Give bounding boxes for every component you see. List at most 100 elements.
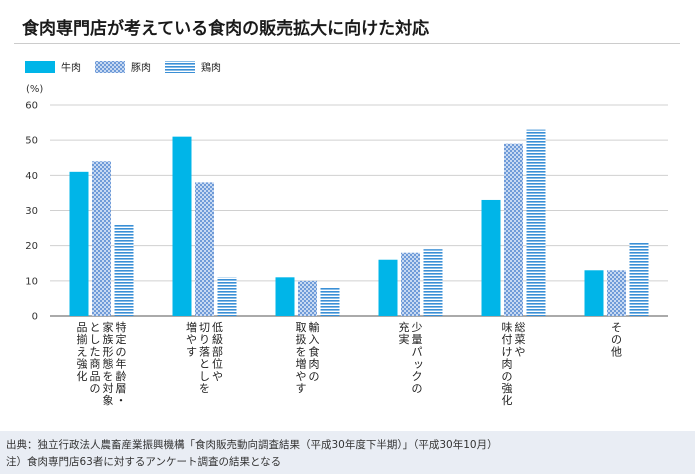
bar-6-鶏肉: [629, 242, 649, 316]
y-tick-label-30: 30: [25, 206, 38, 217]
category-label-char: 切: [199, 321, 210, 334]
bar-3-鶏肉: [320, 287, 340, 316]
category-label-char: 扱: [296, 332, 307, 346]
category-label-char: 齢: [116, 369, 127, 383]
category-label-char: 付: [502, 333, 513, 346]
category-label-char: 肉: [309, 358, 320, 371]
y-tick-label-40: 40: [25, 171, 38, 182]
category-label-char: 揃: [77, 333, 88, 346]
category-label-char: 部: [212, 344, 223, 358]
y-tick-label-60: 60: [25, 101, 38, 112]
bar-4-牛肉: [378, 259, 398, 316]
y-axis: (%) 0 10 20 30 40 50 60: [25, 84, 43, 323]
bar-2-牛肉: [172, 136, 192, 316]
category-label-char: す: [296, 382, 307, 395]
category-label-char: 族: [103, 332, 114, 346]
bars: [69, 129, 649, 316]
category-label-char: 態: [103, 357, 114, 371]
legend-swatch-2: [95, 61, 125, 73]
category-label-char: 総: [515, 320, 526, 334]
bar-6-豚肉: [607, 270, 626, 316]
grid: [50, 104, 668, 317]
bar-2-鶏肉: [217, 277, 237, 316]
category-label-char: ・: [116, 394, 127, 407]
category-label-char: 輸: [309, 320, 320, 334]
category-label-char: ッ: [413, 358, 424, 371]
legend: 牛肉 豚肉 鶏肉: [25, 61, 221, 74]
category-label-char: 増: [296, 358, 307, 371]
category-label-char: や: [296, 370, 307, 383]
legend-label-1: 牛肉: [61, 61, 81, 74]
category-label-char: ク: [412, 370, 423, 383]
category-label-char: 強: [502, 382, 513, 395]
category-label-char: 肉: [502, 358, 513, 371]
category-label-char: 位: [212, 357, 223, 371]
category-label-char: 化: [502, 393, 513, 407]
bar-3-豚肉: [298, 280, 317, 316]
y-tick-label-10: 10: [25, 276, 38, 287]
category-label-char: 充: [399, 320, 410, 334]
category-label-char: 菜: [515, 333, 526, 346]
chart-title: 食肉専門店が考えている食肉の販売拡大に向けた対応: [22, 19, 430, 39]
legend-swatch-1: [25, 61, 55, 73]
category-label-char: 量: [412, 333, 423, 346]
category-label-char: 味: [502, 321, 513, 334]
category-label-char: 強: [77, 358, 88, 371]
bar-6-牛肉: [584, 270, 604, 316]
category-label-char: 化: [77, 369, 88, 383]
category-label-char: す: [186, 345, 197, 358]
category-label-char: や: [212, 370, 223, 383]
category-label-char: 取: [296, 321, 307, 334]
source-footer: 出典：独立行政法人農畜産業振興機構「食肉販売動向調査結果（平成30年度下半期）」…: [0, 431, 695, 474]
category-label-char: 食: [309, 344, 320, 358]
category-label-char: を: [103, 370, 114, 383]
y-tick-label-0: 0: [32, 312, 38, 323]
category-label-char: 入: [309, 333, 320, 346]
y-tick-label-20: 20: [25, 241, 38, 252]
category-label-char: 象: [103, 394, 114, 407]
bar-5-鶏肉: [526, 129, 546, 316]
category-label-char: 落: [199, 345, 210, 358]
legend-label-3: 鶏肉: [201, 61, 221, 74]
category-label-char: 実: [399, 332, 410, 346]
category-label-char: 少: [412, 321, 423, 334]
category-label-char: や: [186, 333, 197, 346]
sample-note: 注）食肉専門店63者に対するアンケート調査の結果となる: [6, 456, 282, 468]
bar-4-鶏肉: [423, 249, 443, 316]
y-axis-unit-label: (%): [26, 84, 43, 95]
category-label-char: 商: [90, 357, 101, 371]
category-label-char: そ: [611, 321, 622, 334]
bar-5-牛肉: [481, 199, 501, 316]
category-label-char: 級: [212, 333, 223, 346]
legend-label-2: 豚肉: [131, 61, 151, 74]
category-label-char: の: [502, 370, 513, 383]
category-label-char: た: [90, 345, 101, 358]
bar-3-牛肉: [275, 277, 295, 316]
category-label-char: パ: [412, 345, 423, 358]
category-label-char: を: [199, 382, 210, 395]
category-label-char: 形: [103, 345, 114, 358]
bar-4-豚肉: [401, 252, 420, 316]
category-label-char: の: [309, 370, 320, 383]
category-label-char: 品: [90, 370, 101, 383]
category-label-char: と: [90, 321, 101, 334]
category-label-char: の: [116, 345, 127, 358]
category-label-char: や: [515, 345, 526, 358]
bar-1-牛肉: [69, 171, 89, 316]
category-label-char: 年: [116, 357, 127, 371]
category-label-char: 家: [103, 320, 114, 334]
bar-1-鶏肉: [114, 224, 134, 316]
x-axis-labels: 品揃え強化とした商品の家族形態を対象特定の年齢層・増やす切り落としを低級部位や取…: [77, 320, 623, 407]
category-label-char: し: [90, 333, 101, 346]
source-note: 出典：独立行政法人農畜産業振興機構「食肉販売動向調査結果（平成30年度下半期）」…: [6, 439, 498, 451]
category-label-char: 品: [77, 321, 88, 334]
category-label-char: 特: [116, 320, 127, 334]
category-label-char: 層: [116, 382, 127, 395]
category-label-char: し: [199, 370, 210, 383]
category-label-char: え: [77, 345, 88, 358]
category-label-char: 対: [103, 381, 114, 395]
category-label-char: 低: [212, 321, 223, 334]
bar-2-豚肉: [195, 182, 214, 316]
